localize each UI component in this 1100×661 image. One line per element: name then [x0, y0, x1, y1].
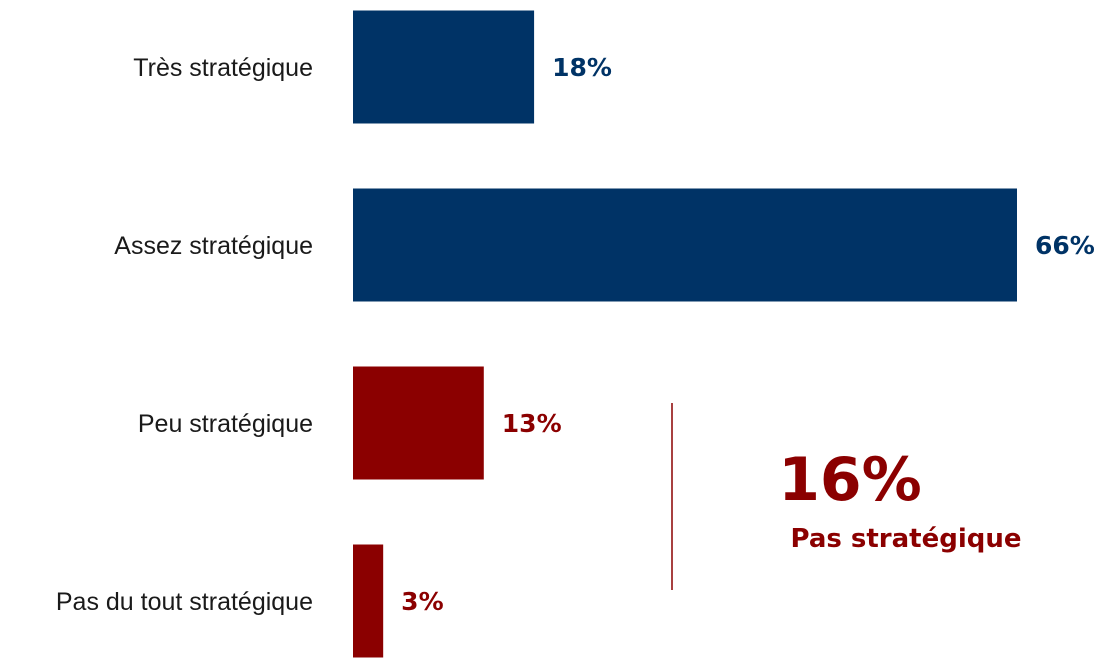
value-labels: 18% 66% 13% 3% [401, 53, 1095, 616]
bar [353, 544, 384, 658]
value-label: 3% [401, 587, 443, 616]
value-label: 13% [502, 409, 562, 438]
bar [353, 366, 484, 480]
category-label: Très stratégique [133, 54, 313, 82]
category-label: Peu stratégique [138, 410, 313, 438]
value-label: 66% [1035, 231, 1095, 260]
category-label: Assez stratégique [114, 232, 313, 260]
bar [353, 10, 535, 124]
category-labels: Très stratégique Assez stratégique Peu str… [56, 54, 313, 616]
summary-label: Pas stratégique [790, 524, 1021, 554]
value-label: 18% [552, 53, 612, 82]
bars-layer [353, 10, 1017, 658]
bar [353, 188, 1017, 302]
summary-value: 16% [778, 445, 922, 515]
category-label: Pas du tout stratégique [56, 588, 313, 616]
